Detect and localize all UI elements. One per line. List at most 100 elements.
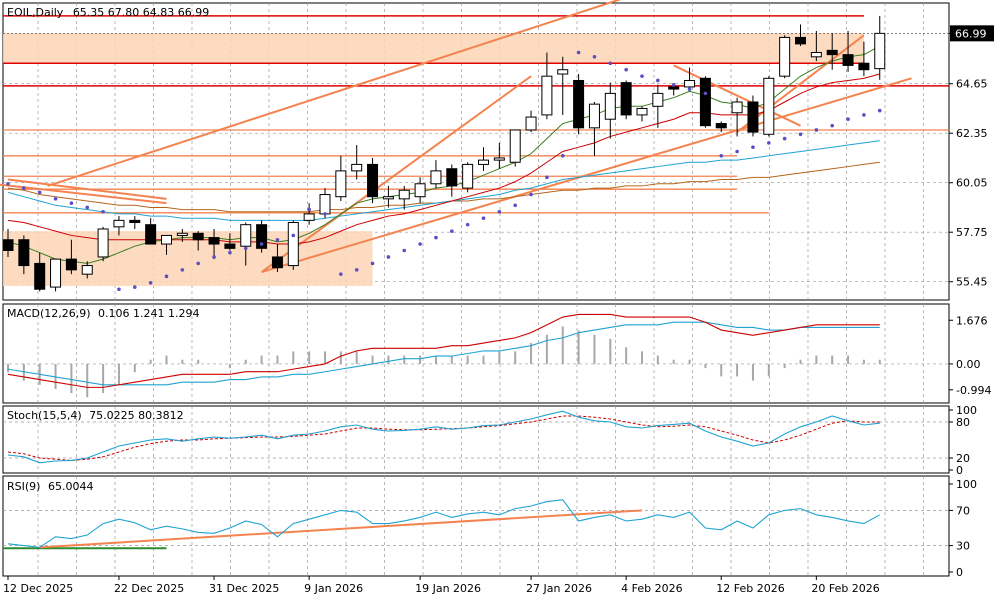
macd-lines	[7, 313, 880, 388]
candle-bear	[795, 36, 806, 45]
macd-axis: 1.676 0.00 -0.994	[949, 314, 991, 397]
axis-tick-label: 20	[956, 452, 970, 465]
stoch-k-line	[7, 410, 880, 464]
candle-bear	[446, 168, 458, 187]
macd-signal-line	[7, 321, 880, 386]
candle-bull	[81, 265, 93, 275]
candle-bull	[319, 194, 331, 215]
sar-dot	[133, 285, 137, 289]
stoch-lines	[7, 410, 880, 464]
sar-dot	[101, 209, 105, 214]
sar-dot	[148, 280, 153, 285]
sar-dot	[624, 67, 628, 72]
sar-dot	[37, 190, 42, 195]
time-axis: 12 Dec 2025 22 Dec 2025 31 Dec 2025 9 Jan 2…	[3, 576, 880, 595]
axis-tick-label: 62.35	[956, 127, 988, 140]
stoch-grid	[3, 406, 949, 473]
sar-dot	[354, 268, 359, 272]
candle-bull	[763, 77, 775, 135]
price-panel: EOIL,Daily 65.35 67.80 64.83 66.99 66.99…	[0, 0, 994, 301]
rsi-trend-line	[39, 509, 643, 549]
sar-dot	[22, 186, 26, 190]
axis-tick-label: 55.45	[956, 276, 988, 289]
sar-dot	[608, 61, 613, 66]
candle-bull	[509, 129, 521, 163]
sar-dot	[592, 55, 597, 59]
descending-line-2	[0, 183, 167, 205]
symbol-label: EOIL,Daily	[7, 6, 64, 19]
sar-dot	[576, 50, 581, 55]
candle-bull	[874, 32, 886, 70]
stoch-name: Stoch(15,5,4)	[7, 409, 82, 422]
time-tick-label: 31 Dec 2025	[209, 582, 279, 595]
price-zones	[3, 33, 864, 287]
sar-dot	[671, 82, 676, 87]
candle-bull	[731, 101, 743, 114]
sar-dot	[513, 203, 517, 208]
candle-bear	[2, 239, 14, 252]
candle-bear	[699, 77, 711, 127]
candle-bear	[271, 256, 283, 269]
axis-tick-label: 30	[956, 540, 970, 553]
candle-bear	[826, 49, 838, 56]
axis-tick-label: 60.05	[956, 177, 988, 190]
candle-bear	[715, 123, 727, 129]
candle-bear	[367, 163, 379, 198]
sar-dot	[751, 145, 755, 149]
candle-bear	[34, 262, 46, 290]
candle-bear	[668, 86, 680, 90]
axis-tick-label: 57.75	[956, 226, 988, 239]
candle-bear	[620, 82, 632, 116]
stoch-values: 75.0225 80.3812	[89, 409, 183, 422]
axis-tick-label: 100	[956, 478, 977, 491]
axis-tick-label: 0	[956, 566, 963, 579]
candle-bear	[145, 224, 157, 245]
time-tick-label: 12 Feb 2026	[716, 582, 784, 595]
candle-bull	[161, 234, 172, 245]
descending-line	[7, 178, 167, 200]
axis-tick-label: 100	[956, 404, 977, 417]
candle-bull	[604, 92, 616, 120]
sar-dot	[798, 132, 803, 137]
time-tick-label: 22 Dec 2025	[114, 582, 184, 595]
time-tick-label: 20 Feb 2026	[811, 582, 879, 595]
sar-dot	[497, 209, 502, 214]
candle-bull	[462, 163, 474, 189]
sar-dot	[687, 87, 692, 91]
sar-dot	[339, 272, 343, 276]
sar-dot	[640, 74, 644, 78]
candle-bull	[636, 107, 648, 116]
macd-panel: MACD(12,26,9) 0.106 1.241 1.294 1.676 0.0…	[2, 303, 991, 404]
sar-dot	[69, 201, 74, 205]
candle-bull	[414, 183, 426, 198]
candle-bull	[557, 69, 569, 75]
axis-tick-label: 1.676	[956, 314, 988, 327]
ma-blue-line	[7, 140, 880, 221]
candle-bull	[382, 196, 394, 200]
time-tick-label: 19 Jan 2026	[415, 582, 481, 595]
candle-bull	[541, 75, 553, 116]
highlight-zone	[3, 231, 373, 287]
sar-dot	[212, 255, 216, 259]
sar-dot	[862, 113, 866, 117]
sar-dot	[719, 154, 724, 158]
sar-dot	[85, 205, 90, 210]
cross-line-down	[673, 64, 801, 127]
candle-bull	[240, 224, 252, 247]
candle-bull	[335, 170, 347, 198]
sar-dot	[180, 268, 185, 272]
sar-dot	[846, 117, 850, 122]
candle-bull	[113, 219, 125, 228]
sar-dot	[275, 237, 280, 242]
ohlc-label: 65.35 67.80 64.83 66.99	[73, 6, 209, 19]
sar-dot	[735, 149, 739, 154]
sar-dot	[418, 242, 422, 246]
candle-bear	[573, 79, 585, 129]
breakout-line	[261, 75, 532, 273]
candle-bull	[430, 170, 442, 185]
sar-dot	[307, 207, 311, 212]
rsi-grid	[3, 476, 949, 576]
sar-dot	[481, 216, 486, 221]
